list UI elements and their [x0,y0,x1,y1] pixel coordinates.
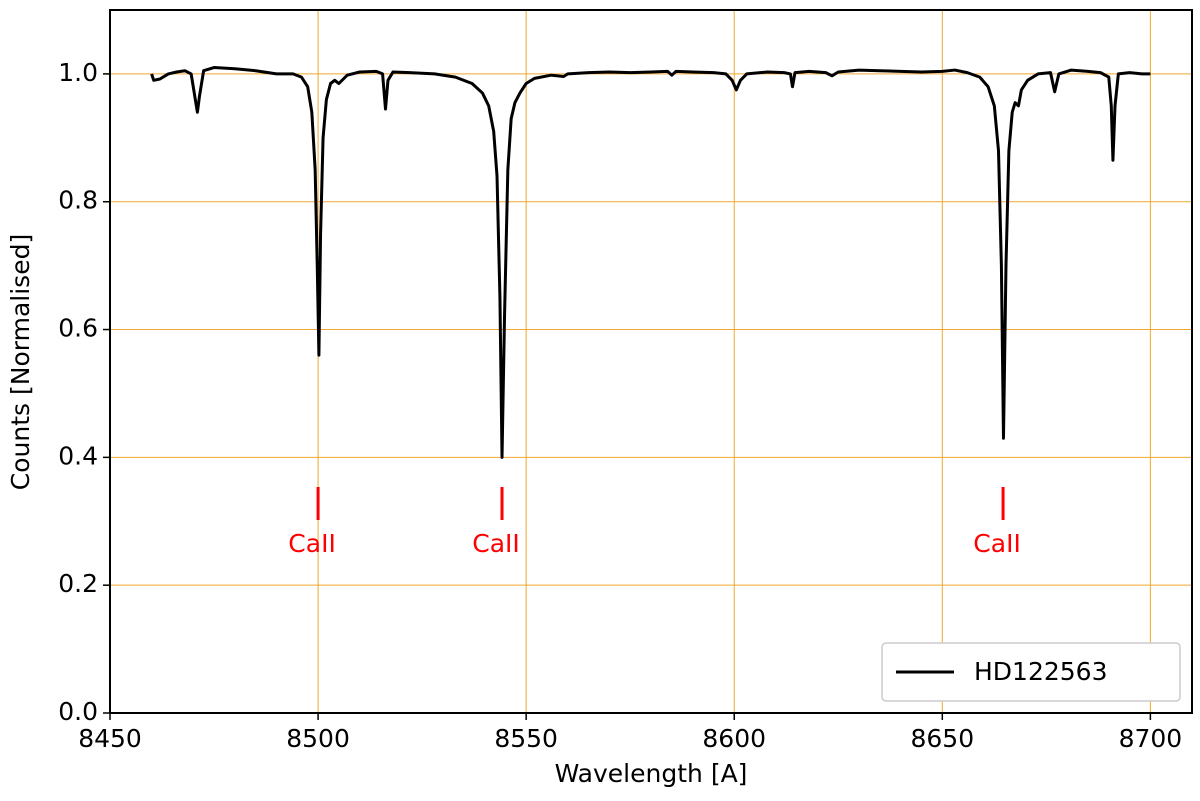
x-tick-label: 8650 [910,724,974,753]
y-tick-label: 1.0 [58,58,98,87]
legend-label: HD122563 [974,657,1107,686]
x-tick-label: 8550 [494,724,558,753]
y-tick-label: 0.6 [58,314,98,343]
plot-frame [109,9,1193,714]
x-tick-label: 8500 [286,724,350,753]
annotation-label: CaII [472,529,520,558]
spectrum-line [150,66,1151,459]
annotation-label: CaII [973,529,1021,558]
x-tick-label: 8700 [1119,724,1183,753]
y-tick-label: 0.0 [58,697,98,726]
x-axis-label: Wavelength [A] [555,759,748,788]
y-tick-label: 0.2 [58,569,98,598]
y-axis-label: Counts [Normalised] [6,234,35,490]
legend-box [881,642,1181,702]
y-tick-label: 0.4 [58,441,98,470]
y-tick-label: 0.8 [58,186,98,215]
x-tick-label: 8450 [78,724,142,753]
x-tick-label: 8600 [702,724,766,753]
annotation-label: CaII [288,529,336,558]
